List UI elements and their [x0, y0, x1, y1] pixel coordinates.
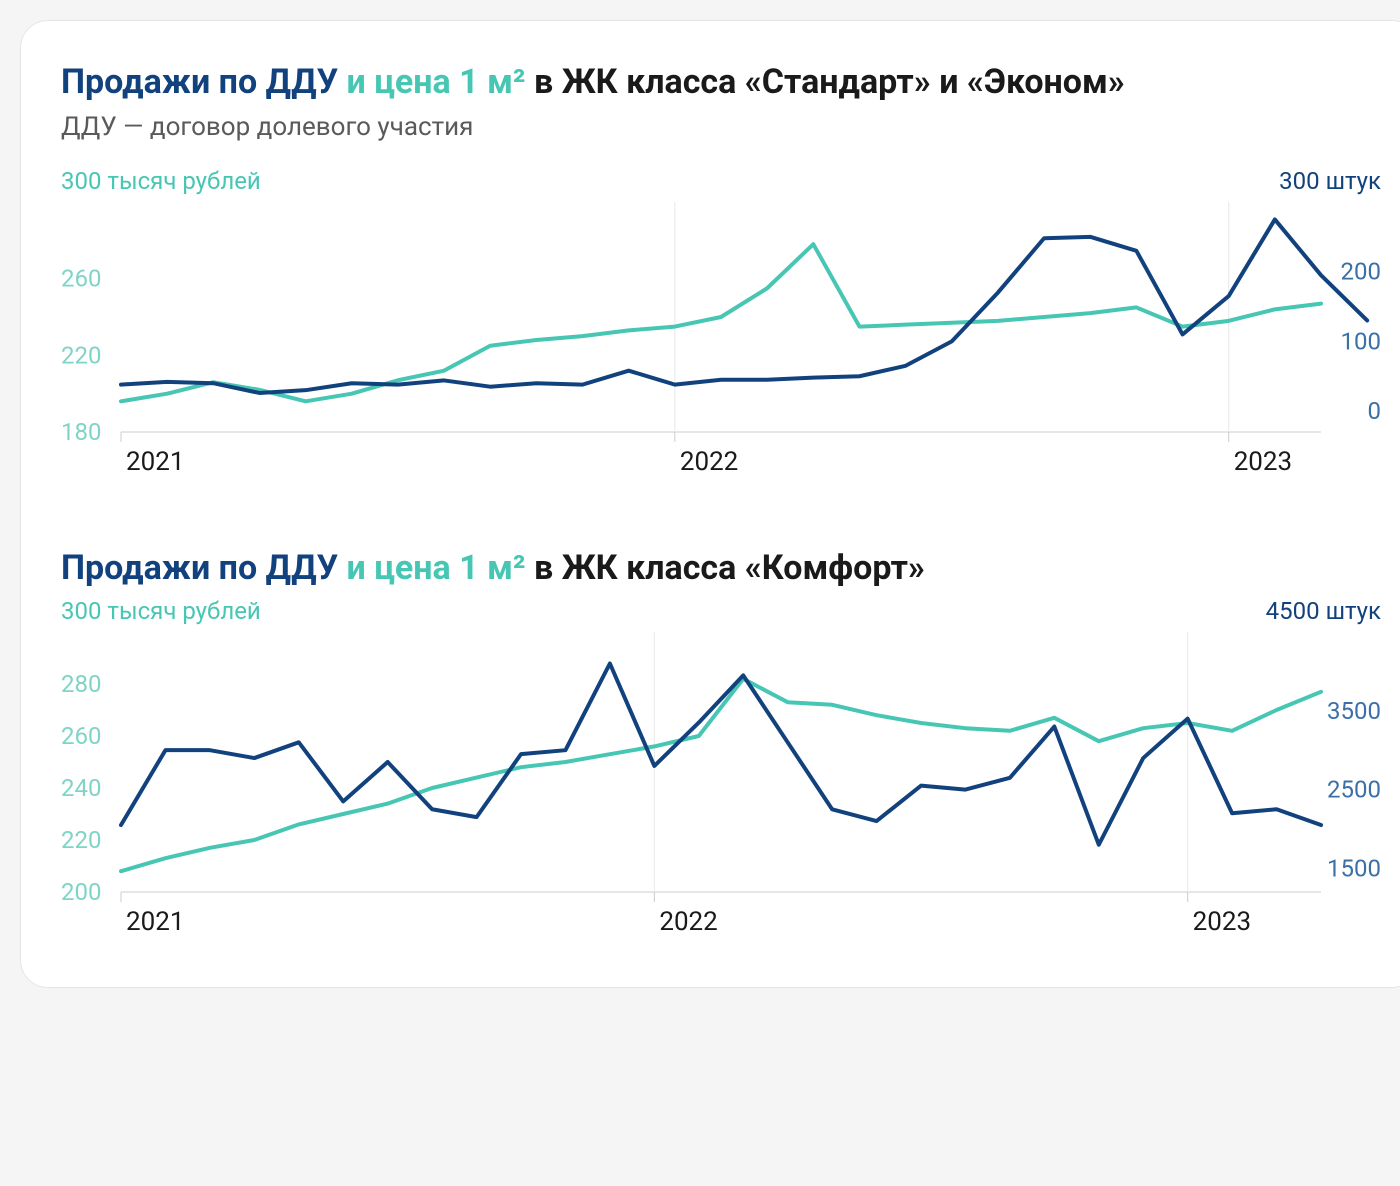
chart2-plot: 300 тысяч рублей 4500 штук 200 220 240 260 280… — [61, 597, 1379, 947]
title-seg-sales: Продажи по ДДУ — [61, 548, 347, 588]
chart1-title: Продажи по ДДУ и цена 1 м² в ЖК класса «… — [61, 61, 1379, 104]
chart1-subtitle: ДДУ — договор долевого участия — [61, 112, 1379, 142]
chart1-svg: 300 тысяч рублей 300 штук 180 220 260 0 100 200… — [61, 167, 1381, 487]
title-seg-price: и цена 1 м² — [347, 548, 535, 588]
svg-text:300 тысяч рублей: 300 тысяч рублей — [61, 167, 261, 195]
chart2-svg: 300 тысяч рублей 4500 штук 200 220 240 260 280… — [61, 597, 1381, 947]
svg-text:240: 240 — [61, 774, 101, 802]
title-seg-rest: в ЖК класса «Стандарт» и «Эконом» — [534, 62, 1125, 102]
svg-text:2022: 2022 — [659, 907, 717, 937]
charts-card: Продажи по ДДУ и цена 1 м² в ЖК класса «… — [20, 20, 1400, 988]
svg-text:2023: 2023 — [1234, 447, 1292, 477]
svg-text:220: 220 — [61, 826, 101, 854]
svg-text:1500: 1500 — [1327, 854, 1381, 882]
chart1-plot: 300 тысяч рублей 300 штук 180 220 260 0 100 200… — [61, 167, 1379, 487]
svg-text:180: 180 — [61, 418, 101, 446]
svg-text:2021: 2021 — [126, 907, 184, 937]
svg-text:260: 260 — [61, 264, 101, 292]
svg-text:200: 200 — [61, 878, 101, 906]
svg-text:2023: 2023 — [1193, 907, 1251, 937]
title-seg-sales: Продажи по ДДУ — [61, 62, 347, 102]
svg-text:100: 100 — [1341, 327, 1381, 355]
title-seg-rest: в ЖК класса «Комфорт» — [534, 548, 925, 588]
svg-text:3500: 3500 — [1327, 697, 1381, 725]
chart2-title: Продажи по ДДУ и цена 1 м² в ЖК класса «… — [61, 547, 1379, 590]
svg-text:2022: 2022 — [680, 447, 738, 477]
svg-text:2500: 2500 — [1327, 776, 1381, 804]
svg-text:300 штук: 300 штук — [1279, 167, 1381, 195]
svg-text:300 тысяч рублей: 300 тысяч рублей — [61, 597, 261, 625]
svg-text:200: 200 — [1341, 257, 1381, 285]
svg-text:4500 штук: 4500 штук — [1266, 597, 1381, 625]
svg-text:280: 280 — [61, 670, 101, 698]
svg-text:260: 260 — [61, 722, 101, 750]
svg-text:2021: 2021 — [126, 447, 184, 477]
svg-text:220: 220 — [61, 341, 101, 369]
title-seg-price: и цена 1 м² — [347, 62, 535, 102]
svg-text:0: 0 — [1368, 397, 1382, 425]
chart-standard-econom: Продажи по ДДУ и цена 1 м² в ЖК класса «… — [61, 61, 1379, 487]
chart-comfort: Продажи по ДДУ и цена 1 м² в ЖК класса «… — [61, 547, 1379, 948]
